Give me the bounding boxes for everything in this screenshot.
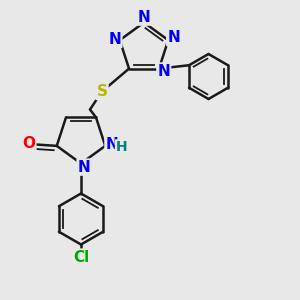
Text: S: S [97, 84, 107, 99]
Text: H: H [116, 140, 127, 154]
Text: O: O [22, 136, 35, 151]
Text: N: N [158, 64, 170, 79]
Text: N: N [106, 137, 118, 152]
Text: N: N [138, 10, 150, 25]
Text: N: N [167, 30, 180, 45]
Text: N: N [78, 160, 90, 175]
Text: Cl: Cl [73, 250, 89, 265]
Text: N: N [109, 32, 121, 47]
